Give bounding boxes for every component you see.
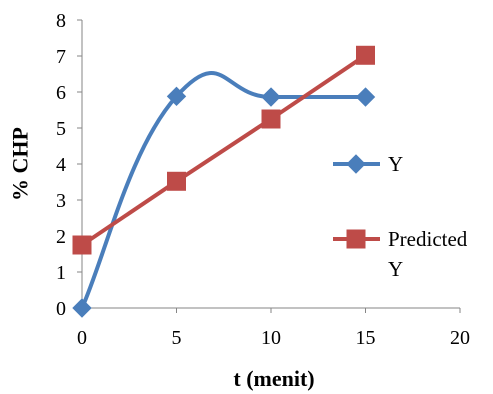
legend: Y Predicted Y [333, 152, 468, 281]
y-axis-title: % CHP [8, 127, 33, 201]
tick-labels: 0 1 2 3 4 5 6 7 8 0 5 10 15 20 [56, 10, 470, 349]
series-line [80, 71, 366, 309]
x-tick-label: 0 [77, 327, 87, 349]
x-tick-label: 20 [450, 327, 470, 349]
series-predicted-y [72, 45, 375, 255]
legend-label: Predicted [388, 227, 468, 251]
data-point-square [346, 229, 366, 249]
data-point-square [167, 171, 186, 191]
data-point-square [356, 45, 375, 65]
data-point-diamond [346, 154, 366, 174]
x-axis-title: t (menit) [233, 366, 314, 391]
y-tick-label: 6 [56, 82, 66, 104]
legend-item: Predicted Y [333, 227, 468, 281]
legend-item: Y [333, 152, 403, 176]
y-tick-label: 8 [56, 10, 66, 32]
legend-label: Y [388, 257, 403, 281]
y-tick-label: 0 [56, 298, 66, 320]
x-tick-label: 15 [356, 327, 376, 349]
data-point-square [72, 235, 92, 255]
y-tick-label: 3 [56, 190, 66, 212]
y-tick-label: 5 [56, 118, 66, 140]
y-tick-label: 1 [56, 262, 66, 284]
series-line [80, 53, 367, 247]
data-point-square [261, 109, 281, 129]
data-point-diamond [72, 298, 92, 318]
y-tick-label: 7 [56, 46, 66, 68]
legend-label: Y [388, 152, 403, 176]
plot-area [72, 45, 376, 318]
data-point-diamond [261, 87, 281, 107]
series-y [72, 71, 376, 318]
data-point-diamond [166, 86, 187, 107]
y-tick-label: 2 [56, 226, 66, 248]
y-tick-label: 4 [56, 154, 66, 176]
x-tick-label: 10 [261, 327, 281, 349]
data-point-diamond [355, 87, 376, 107]
x-tick-label: 5 [172, 327, 182, 349]
